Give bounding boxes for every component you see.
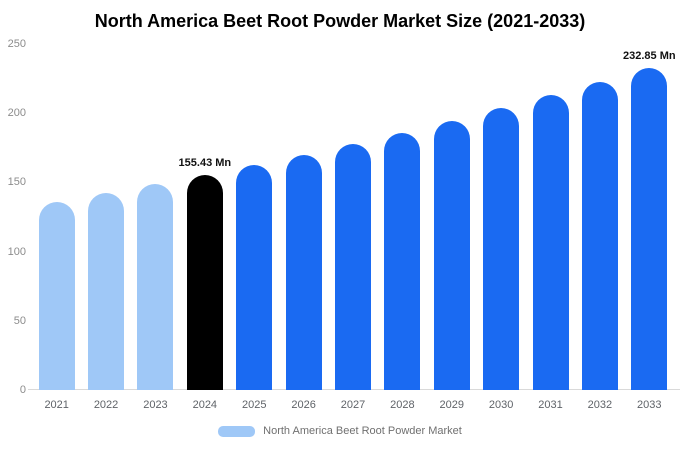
x-axis-label-2032: 2032 <box>587 399 613 411</box>
y-axis-tick-200: 200 <box>7 107 26 120</box>
bar-2027 <box>335 143 371 390</box>
legend-label: North America Beet Root Powder Market <box>263 425 462 437</box>
x-axis-label-2030: 2030 <box>488 399 514 411</box>
bar-2024 <box>186 174 223 390</box>
y-axis-tick-100: 100 <box>7 245 26 258</box>
x-axis-label-2026: 2026 <box>291 399 316 411</box>
legend[interactable]: North America Beet Root Powder Market <box>0 425 680 437</box>
bar-2031 <box>532 95 569 390</box>
bar-2025 <box>236 164 273 390</box>
legend-swatch <box>218 425 256 437</box>
bar-2022 <box>88 193 125 390</box>
x-axis-label-2027: 2027 <box>340 399 366 411</box>
bar-2026 <box>285 154 322 390</box>
bar-2023 <box>137 184 174 390</box>
bar-2030 <box>483 108 520 390</box>
x-axis-label-2033: 2033 <box>637 399 662 411</box>
x-axis-label-2022: 2022 <box>93 399 119 411</box>
bar-2028 <box>384 132 421 390</box>
chart-title: North America Beet Root Powder Market Si… <box>94 11 586 31</box>
x-axis-label-2029: 2029 <box>439 399 464 411</box>
data-label-2033: 232.85 Mn <box>623 49 676 62</box>
y-axis-tick-250: 250 <box>7 38 26 50</box>
y-axis-tick-150: 150 <box>7 176 26 189</box>
bar-2032 <box>581 81 618 390</box>
x-axis-label-2025: 2025 <box>241 399 267 411</box>
x-axis-label-2021: 2021 <box>44 399 69 411</box>
x-axis-label-2024: 2024 <box>192 399 218 411</box>
bar-2033 <box>631 67 668 390</box>
data-label-2024: 155.43 Mn <box>178 156 232 169</box>
x-axis-label-2031: 2031 <box>538 399 563 411</box>
y-axis-tick-0: 0 <box>19 384 26 396</box>
bar-2021 <box>38 201 75 390</box>
bar-2029 <box>433 120 470 390</box>
x-axis-label-2028: 2028 <box>390 399 415 411</box>
x-axis-label-2023: 2023 <box>143 399 168 411</box>
plot-area: 2021 2022 2023 2024 2025 2026 2027 2028 2029 2030… <box>8 38 676 411</box>
y-axis-tick-50: 50 <box>13 314 26 327</box>
